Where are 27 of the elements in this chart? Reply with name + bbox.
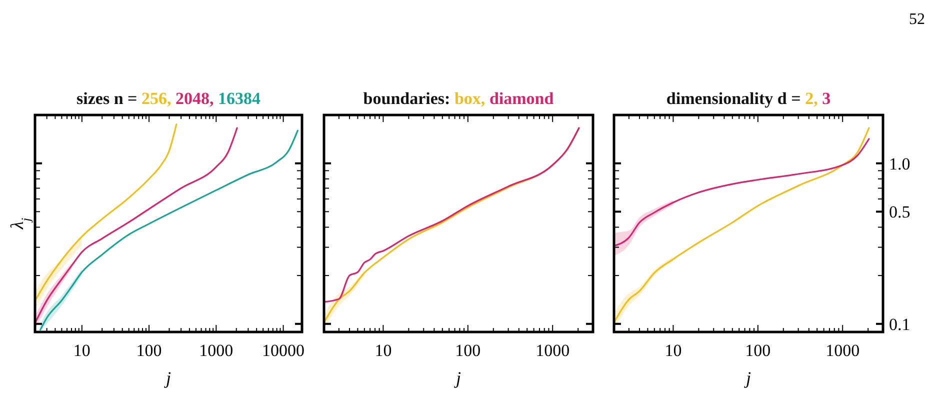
x-tick-label: 100 — [136, 341, 162, 360]
chart-title: sizes n = — [76, 89, 138, 108]
text: 3 — [818, 89, 831, 108]
series-label: 2048, — [171, 89, 214, 108]
x-axis-title: j — [744, 368, 752, 388]
chart-title: dimensionality d = — [666, 89, 801, 108]
series-label: 256, — [137, 89, 172, 108]
x-axis-title: j — [164, 368, 172, 388]
x-tick-label: 1000 — [826, 341, 860, 360]
text: 2, — [800, 89, 818, 108]
x-axis-title: j — [454, 368, 462, 388]
series-label: diamond — [485, 89, 554, 108]
chart-title: boundaries: — [363, 89, 450, 108]
x-tick-label: 100 — [745, 341, 771, 360]
text: box, — [450, 89, 486, 108]
x-tick-label: 10 — [73, 341, 90, 360]
y-tick-label: 1.0 — [889, 154, 910, 174]
y-tick-label: 0.1 — [889, 314, 910, 334]
x-tick-label: 1000 — [536, 341, 570, 360]
x-tick-label: 1000 — [199, 341, 234, 360]
x-tick-label: 10 — [374, 341, 392, 360]
y-tick-label: 0.5 — [889, 202, 910, 222]
x-tick-label: 10000 — [262, 341, 305, 360]
x-tick-label: 10 — [664, 341, 682, 360]
text: 16384 — [214, 89, 261, 108]
text: 52 — [909, 11, 925, 28]
x-tick-label: 100 — [455, 341, 481, 360]
